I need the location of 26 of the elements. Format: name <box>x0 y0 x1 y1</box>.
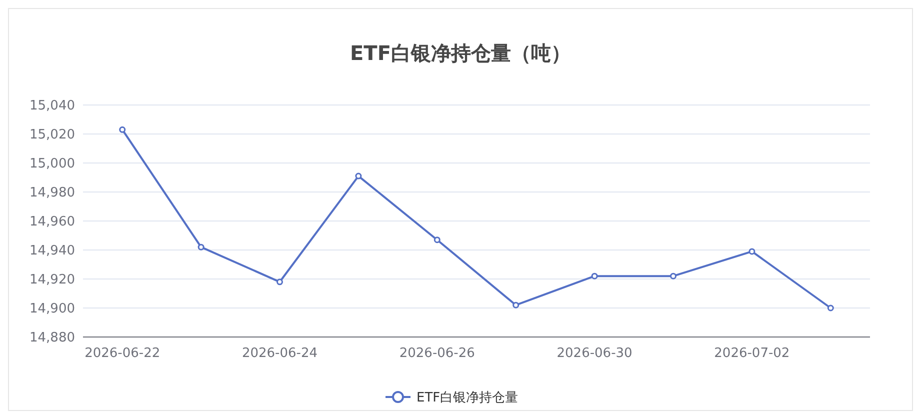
point <box>748 248 756 255</box>
y-tick-label: 14,960 <box>30 214 75 230</box>
point <box>591 272 598 280</box>
y-tick-label: 15,020 <box>30 128 75 143</box>
point <box>198 244 204 250</box>
chart-title: ETF白银净持仓量（吨） <box>350 41 571 65</box>
x-tick-label: 2026-06-26 <box>399 346 475 361</box>
y-tick-label: 15,040 <box>30 98 75 114</box>
y-tick-label: 14,980 <box>30 186 75 201</box>
x-tick-label: 2026-06-24 <box>242 346 318 361</box>
point <box>512 302 520 308</box>
point <box>355 172 362 180</box>
y-tick-label: 15,000 <box>30 156 75 172</box>
point <box>119 126 126 133</box>
y-tick-label: 14,940 <box>30 244 75 259</box>
y-tick-label: 14,880 <box>30 330 75 346</box>
point <box>827 304 834 312</box>
x-tick-label: 2026-06-22 <box>84 346 160 361</box>
point <box>434 236 440 244</box>
y-tick-label: 14,920 <box>30 272 75 288</box>
x-tick-label: 2026-06-30 <box>556 346 632 361</box>
x-tick-label: 2026-07-02 <box>714 346 790 361</box>
legend-label: ETF白银净持仓量 <box>416 390 518 406</box>
point <box>670 272 676 280</box>
y-tick-label: 14,900 <box>30 302 75 317</box>
point <box>276 278 283 286</box>
